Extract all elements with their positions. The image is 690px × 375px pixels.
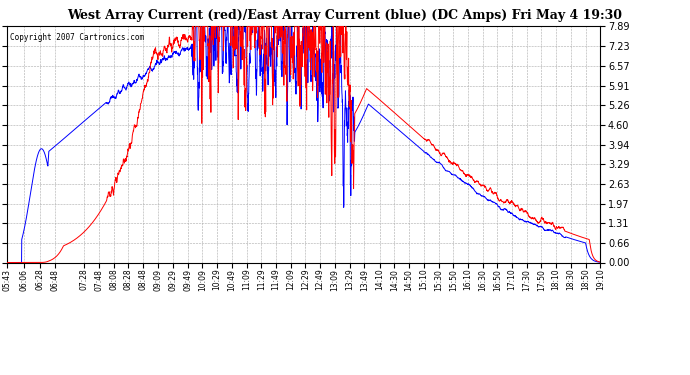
Text: West Array Current (red)/East Array Current (blue) (DC Amps) Fri May 4 19:30: West Array Current (red)/East Array Curr… — [68, 9, 622, 22]
Text: Copyright 2007 Cartronics.com: Copyright 2007 Cartronics.com — [10, 33, 144, 42]
